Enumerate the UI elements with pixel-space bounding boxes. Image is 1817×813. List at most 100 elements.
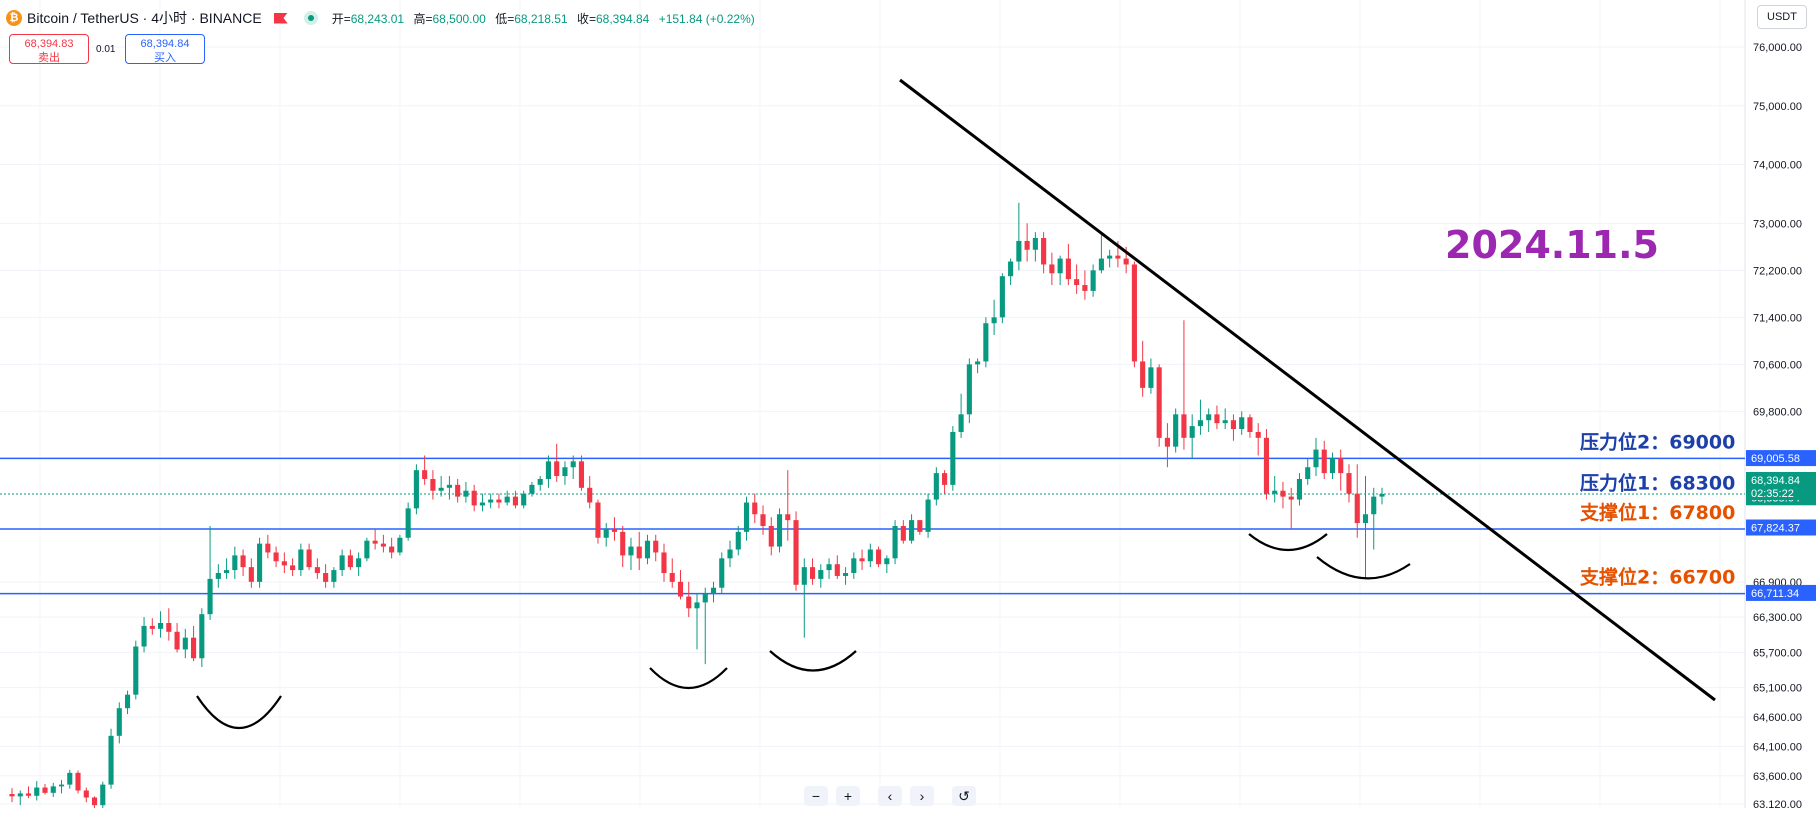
candle bbox=[595, 499, 601, 544]
candle bbox=[248, 558, 254, 588]
candle-body bbox=[966, 364, 972, 415]
candle bbox=[1371, 487, 1377, 550]
candle-body bbox=[1197, 420, 1203, 427]
support-arc[interactable] bbox=[649, 667, 728, 690]
candle-body bbox=[595, 502, 601, 538]
candle bbox=[34, 781, 40, 801]
scroll-right-button[interactable]: › bbox=[910, 786, 934, 806]
support-arc[interactable] bbox=[1248, 533, 1328, 552]
candle-body bbox=[809, 567, 816, 579]
candle bbox=[347, 549, 353, 571]
candle-body bbox=[512, 496, 518, 506]
candle-body bbox=[1173, 414, 1179, 447]
candle-body bbox=[58, 784, 65, 787]
candle-body bbox=[842, 573, 849, 576]
candle-body bbox=[1346, 473, 1352, 494]
level-label: 压力位1：68300 bbox=[1580, 472, 1735, 495]
candle-body bbox=[983, 323, 989, 362]
spread-value: 0.01 bbox=[96, 44, 116, 55]
candle bbox=[1090, 264, 1096, 297]
zoom-out-button[interactable]: − bbox=[804, 786, 828, 806]
buy-label: 买入 bbox=[154, 52, 176, 64]
price-tick-label: 63,120.00 bbox=[1753, 799, 1802, 808]
candle-body bbox=[273, 552, 279, 562]
candle-body bbox=[1131, 264, 1137, 362]
candle-body bbox=[1371, 496, 1377, 515]
market-status-icon[interactable] bbox=[303, 11, 318, 25]
candle-body bbox=[166, 622, 172, 632]
reset-chart-button[interactable]: ↺ bbox=[952, 786, 976, 806]
candle-body bbox=[1024, 240, 1030, 250]
candle-body bbox=[710, 587, 717, 594]
candle-body bbox=[834, 564, 840, 576]
candle-body bbox=[306, 549, 312, 568]
candle-body bbox=[686, 596, 692, 609]
candle-body bbox=[554, 461, 560, 477]
candle bbox=[463, 481, 469, 503]
close-value: 68,394.84 bbox=[595, 11, 650, 26]
candle-body bbox=[991, 317, 997, 324]
candle bbox=[776, 508, 783, 553]
candle bbox=[471, 484, 477, 512]
candle bbox=[1206, 408, 1212, 432]
candle-body bbox=[768, 526, 774, 547]
candle bbox=[694, 593, 700, 650]
candle-body bbox=[636, 546, 642, 559]
currency-selector[interactable]: USDT bbox=[1757, 5, 1807, 29]
candle-body bbox=[1140, 361, 1146, 388]
price-axis[interactable] bbox=[1744, 0, 1817, 808]
candle bbox=[290, 558, 296, 576]
sell-label: 卖出 bbox=[38, 52, 60, 64]
support-arc[interactable] bbox=[1316, 556, 1411, 580]
candle-body bbox=[1156, 367, 1162, 438]
candle bbox=[909, 514, 915, 544]
current-price-label: 68,394.84 bbox=[1751, 475, 1800, 487]
candle bbox=[785, 470, 791, 541]
candle bbox=[686, 581, 692, 618]
candle bbox=[479, 493, 485, 512]
candle bbox=[504, 490, 510, 506]
candle bbox=[570, 455, 576, 479]
buy-price: 68,394.84 bbox=[140, 38, 190, 50]
candle-body bbox=[1123, 258, 1129, 265]
support-arc[interactable] bbox=[769, 650, 857, 672]
candle-body bbox=[364, 540, 370, 559]
price-tick-label: 64,600.00 bbox=[1753, 712, 1802, 724]
level-label: 支撑位1：67800 bbox=[1579, 501, 1735, 524]
candle-body bbox=[25, 793, 32, 796]
candle-body bbox=[1090, 270, 1096, 291]
price-tick-label: 71,400.00 bbox=[1753, 312, 1802, 324]
candle bbox=[950, 426, 956, 491]
candle-body bbox=[1107, 255, 1113, 259]
candle-body bbox=[504, 496, 510, 503]
price-axis-bg[interactable] bbox=[1745, 0, 1817, 808]
zoom-in-button[interactable]: + bbox=[836, 786, 860, 806]
candle bbox=[339, 549, 345, 576]
level-axis-label: 66,711.34 bbox=[1751, 588, 1799, 600]
candle bbox=[380, 534, 386, 553]
high-label: 高= bbox=[413, 11, 433, 26]
candle-body bbox=[1296, 478, 1303, 500]
candle-body bbox=[818, 570, 824, 579]
candle bbox=[611, 517, 618, 541]
scroll-left-button[interactable]: ‹ bbox=[878, 786, 902, 806]
sell-button[interactable]: 68,394.83 卖出 bbox=[9, 34, 89, 64]
candle-body bbox=[257, 543, 263, 582]
candle bbox=[83, 787, 89, 803]
candle bbox=[100, 781, 106, 809]
candle bbox=[521, 490, 527, 509]
trend-line[interactable] bbox=[899, 78, 1716, 702]
support-arc[interactable] bbox=[196, 695, 282, 730]
price-tick-label: 75,000.00 bbox=[1753, 101, 1802, 113]
candle bbox=[124, 690, 131, 715]
level-labels: 压力位2：69000 压力位1：68300 支撑位1：67800 支撑位2：66700 bbox=[1579, 430, 1735, 588]
symbol-header: ₿ Bitcoin / TetherUS · 4小时 · BINANCE 开=6… bbox=[6, 8, 761, 28]
symbol-title[interactable]: Bitcoin / TetherUS · 4小时 · BINANCE bbox=[27, 10, 262, 26]
candle bbox=[438, 476, 444, 497]
buy-button[interactable]: 68,394.84 买入 bbox=[125, 34, 205, 64]
candle-body bbox=[545, 461, 552, 479]
candle-body bbox=[1074, 279, 1080, 286]
flag-icon[interactable] bbox=[273, 12, 288, 24]
